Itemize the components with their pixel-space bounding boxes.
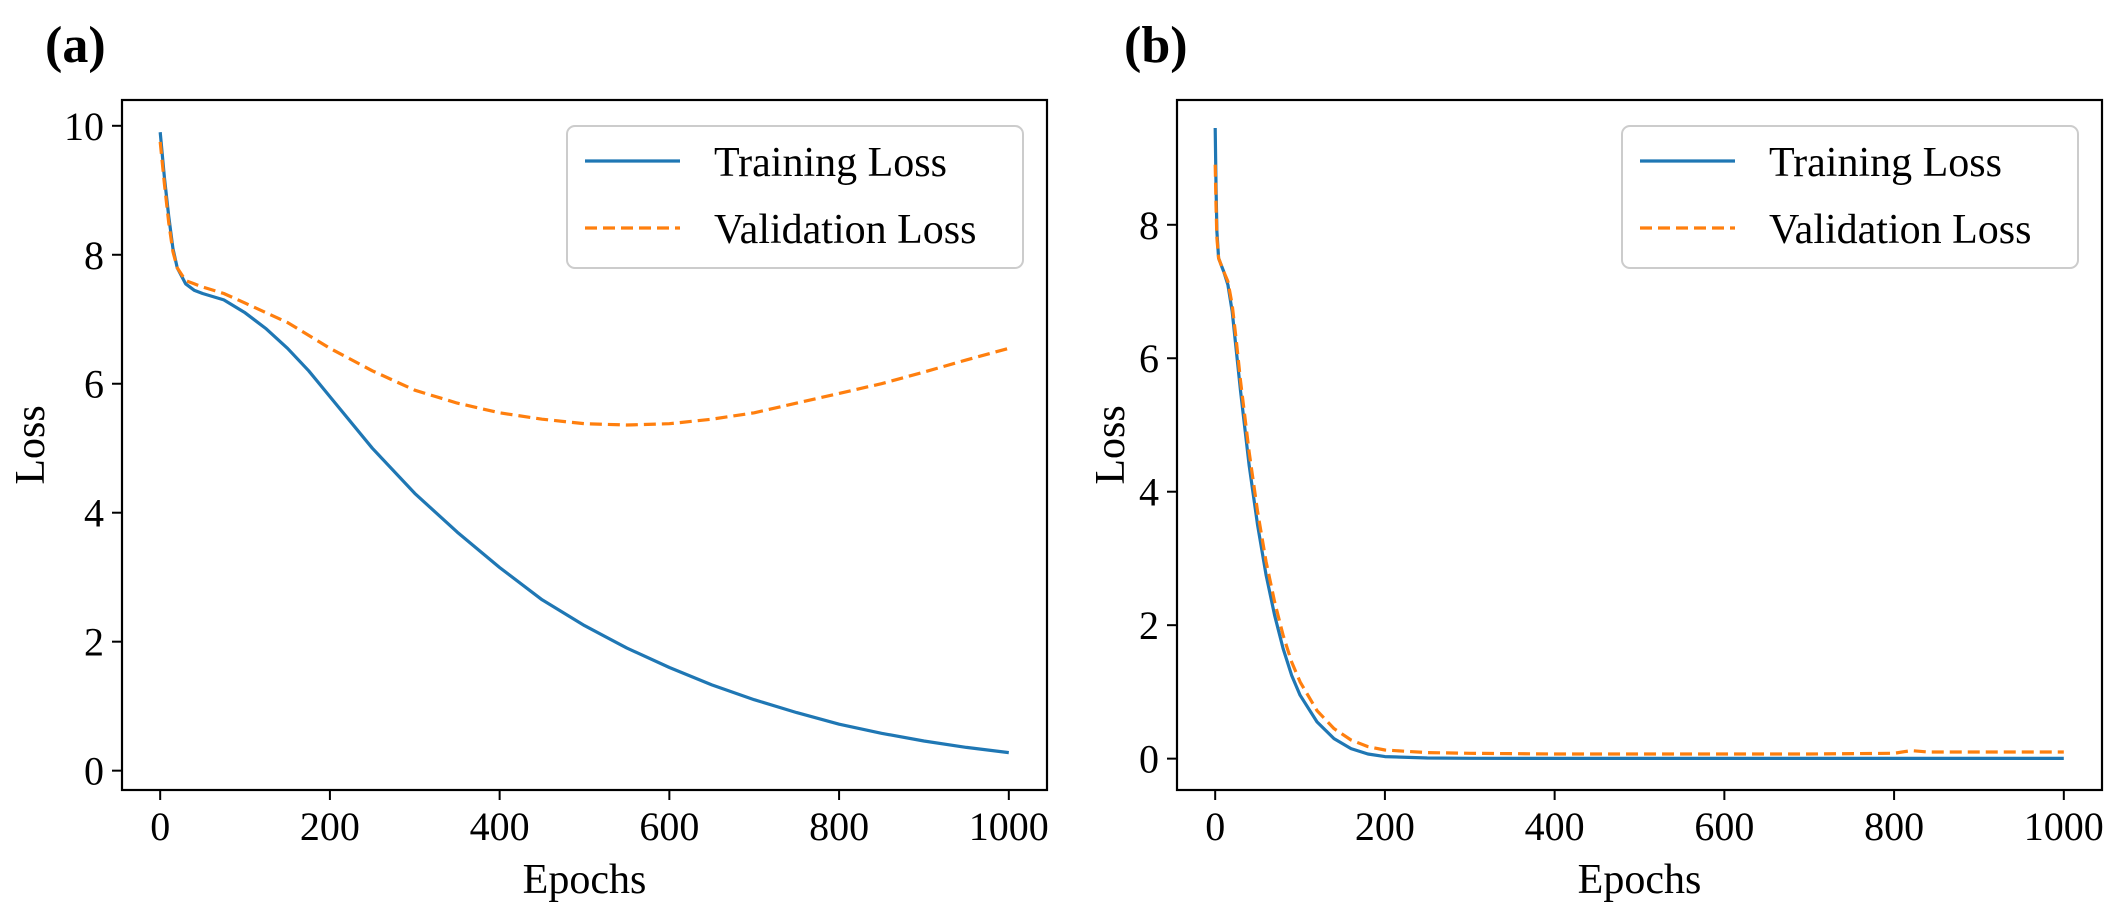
- y-tick-label-b-1: 2: [1139, 603, 1159, 648]
- y-tick-label-b-3: 6: [1139, 336, 1159, 381]
- x-tick-label-a-4: 800: [809, 804, 869, 849]
- legend-b: Training Loss Validation Loss: [1621, 125, 2079, 269]
- validation-loss-line-a: [158, 141, 1010, 427]
- panel-label-a: (a): [45, 17, 106, 74]
- legend-a: Training Loss Validation Loss: [566, 125, 1024, 269]
- x-tick-label-b-3: 600: [1694, 804, 1754, 849]
- y-tick-label-b-0: 0: [1139, 737, 1159, 782]
- x-tick-label-b-2: 400: [1525, 804, 1585, 849]
- x-tick-label-a-3: 600: [639, 804, 699, 849]
- x-tick-label-a-5: 1000: [969, 804, 1049, 849]
- x-tick-label-b-0: 0: [1205, 804, 1225, 849]
- legend-label-training-b: Training Loss: [1769, 140, 2002, 186]
- x-axis-label-a: Epochs: [523, 857, 647, 903]
- y-tick-label-b-4: 8: [1139, 203, 1159, 248]
- x-tick-label-a-0: 0: [150, 804, 170, 849]
- y-tick-label-b-2: 4: [1139, 470, 1159, 515]
- y-tick-label-a-0: 0: [84, 749, 104, 794]
- y-tick-label-a-1: 2: [84, 620, 104, 665]
- x-tick-label-b-1: 200: [1355, 804, 1415, 849]
- x-tick-label-b-4: 800: [1864, 804, 1924, 849]
- validation-loss-line-b: [1213, 164, 2064, 756]
- legend-label-training-a: Training Loss: [714, 140, 947, 186]
- y-axis-label-a: Loss: [8, 405, 54, 484]
- plot-frame-a: [120, 98, 1049, 792]
- y-tick-label-a-3: 6: [84, 362, 104, 407]
- x-axis-label-b: Epochs: [1578, 857, 1702, 903]
- ticks-a: 0 200 400 600 800 1000 0 2 4 6 8 10: [64, 104, 1049, 849]
- panel-b: (b) 0 200 400 600 800 1000 0 2 4 6 8 Epochs Loss T…: [1088, 17, 2104, 903]
- panel-label-b: (b): [1124, 17, 1188, 74]
- y-axis-label-b: Loss: [1088, 405, 1134, 484]
- training-loss-line-b: [1213, 127, 2064, 760]
- ticks-b: 0 200 400 600 800 1000 0 2 4 6 8: [1139, 203, 2104, 849]
- x-tick-label-a-2: 400: [470, 804, 530, 849]
- x-tick-label-a-1: 200: [300, 804, 360, 849]
- legend-label-validation-b: Validation Loss: [1769, 207, 2031, 253]
- series-b: [1213, 127, 2064, 760]
- series-a: [158, 132, 1010, 755]
- y-tick-label-a-4: 8: [84, 233, 104, 278]
- legend-box-a: [566, 125, 1024, 269]
- plot-frame-b: [1175, 98, 2104, 792]
- panel-a: (a) 0 200 400 600 800 1000 0 2 4 6 8 10 Epochs Loss…: [8, 17, 1049, 903]
- training-loss-line-a: [158, 132, 1009, 755]
- legend-label-validation-a: Validation Loss: [714, 207, 976, 253]
- y-tick-label-a-2: 4: [84, 491, 104, 536]
- legend-box-b: [1621, 125, 2079, 269]
- x-tick-label-b-5: 1000: [2024, 804, 2104, 849]
- y-tick-label-a-5: 10: [64, 104, 104, 149]
